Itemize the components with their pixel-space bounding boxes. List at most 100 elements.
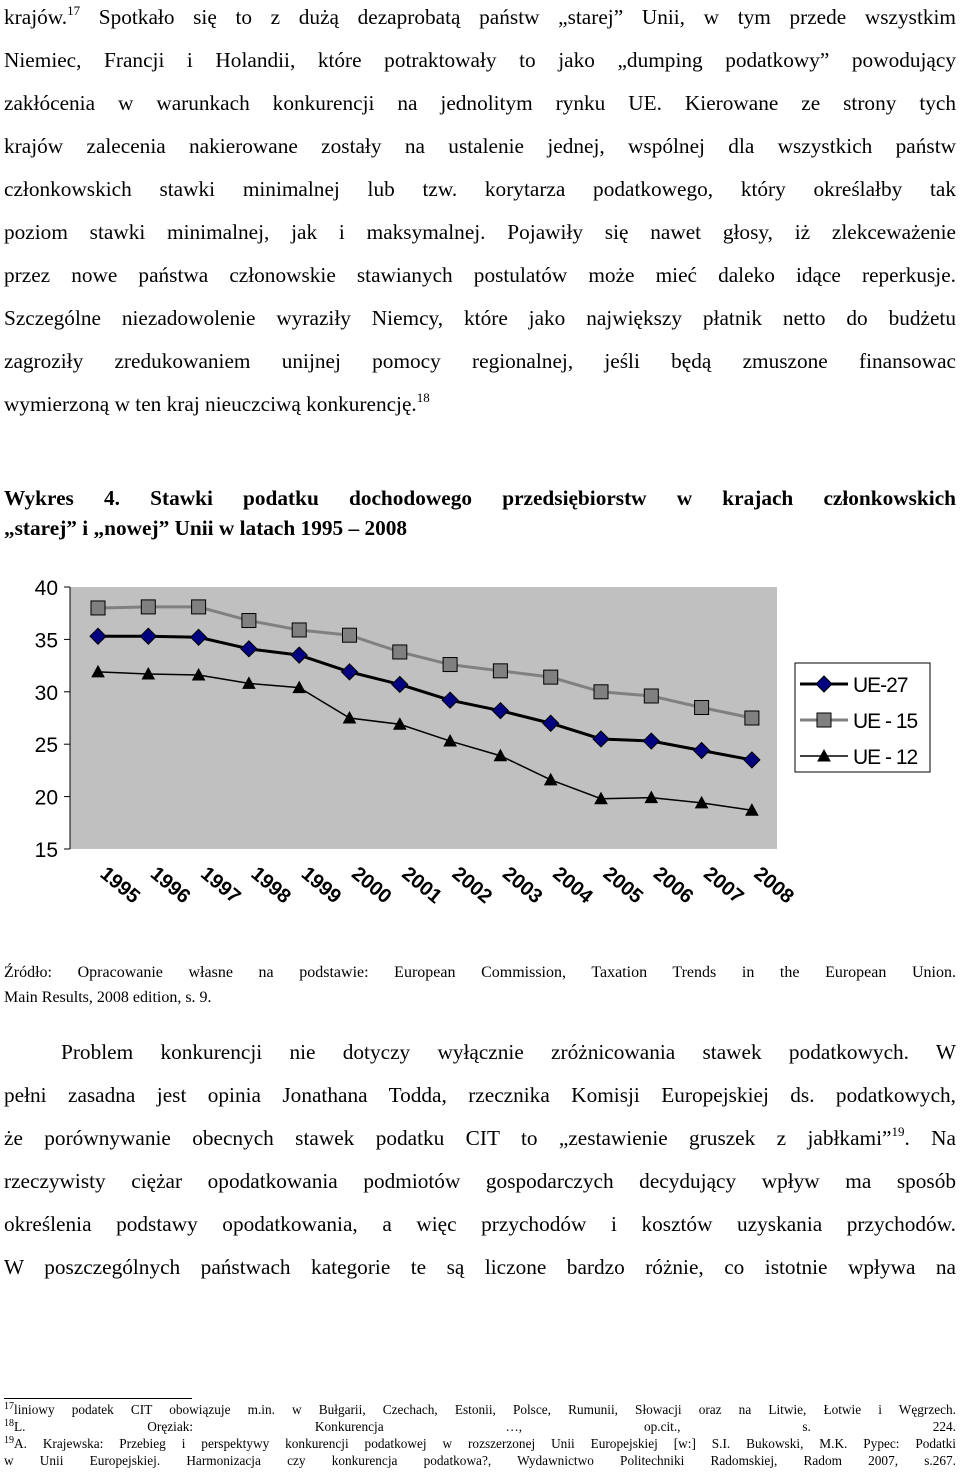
figure-caption: Wykres 4. Stawki podatku dochodowego prz… [4, 483, 956, 543]
paragraph-line: W poszczególnych państwach kategorie te … [4, 1255, 956, 1279]
series-ue-15 [90, 599, 760, 726]
source-line: Main Results, 2008 edition, s. 9. [4, 989, 212, 1006]
paragraph-line: Szczególne niezadowolenie wyraziły Niemc… [4, 306, 956, 330]
paragraph-line: pełni zasadna jest opinia Jonathana Todd… [4, 1083, 956, 1107]
data-point [443, 734, 457, 747]
paragraph-line: Problem konkurencji nie dotyczy wyłączni… [61, 1040, 956, 1064]
data-point [644, 790, 659, 804]
paragraph-line: poziom stawki minimalnej, jak i maksymal… [4, 220, 956, 244]
y-tick-label: 15 [35, 839, 58, 862]
legend: UE-27 UE - 15 UE - 12 [794, 662, 931, 773]
series-line [98, 634, 753, 762]
x-tick-label: 2002 [448, 863, 496, 908]
caption-line: „starej” i „nowej” Unii w latach 1995 – … [4, 516, 408, 540]
legend-label: UE - 12 [853, 746, 918, 769]
legend-label: UE - 15 [853, 710, 918, 733]
legend-marker [816, 712, 832, 728]
paragraph-1: krajów.17 Spotkało się to z dużą dezapro… [4, 0, 956, 426]
paragraph-line: członkowskich stawki minimalnej lub tzw.… [4, 177, 956, 201]
data-point [643, 688, 659, 704]
data-point [442, 657, 458, 673]
x-tick-label: 2008 [750, 863, 798, 908]
footnote-ref-18[interactable]: 18 [416, 390, 430, 405]
plot-area [70, 587, 777, 849]
x-tick-label: 2004 [548, 863, 597, 909]
paragraph-line: zakłócenia w warunkach konkurencji na je… [4, 91, 956, 115]
data-point [292, 680, 307, 694]
data-point [743, 751, 761, 769]
data-point [139, 627, 158, 645]
data-point [541, 714, 560, 732]
data-point [89, 627, 107, 645]
paragraph-line: krajów zalecenia nakierowane zostały na … [4, 134, 956, 158]
data-point [392, 717, 407, 730]
data-point [391, 675, 409, 694]
paragraph-line: Niemiec, Francji i Holandii, które potra… [4, 48, 956, 72]
data-point [342, 627, 357, 643]
x-tick-label: 1995 [96, 863, 144, 908]
footnote-separator [4, 1398, 192, 1399]
data-point [342, 710, 357, 724]
paragraph-line: że porównywanie obecnych stawek podatku … [4, 1124, 956, 1150]
data-point [492, 663, 508, 679]
y-tick-label: 35 [35, 629, 58, 652]
data-point [291, 622, 307, 638]
series-line [97, 671, 753, 811]
data-point [241, 613, 257, 629]
footnote-18: 18L. Oręziak: Konkurencja …, op.cit., s.… [4, 1417, 956, 1434]
paragraph-line: wymierzoną w ten kraj nieuczciwą konkure… [4, 390, 430, 416]
data-point [491, 701, 510, 720]
data-point [692, 741, 711, 760]
data-point [543, 669, 559, 685]
data-point [290, 646, 308, 664]
footnote-19: 19A. Krajewska: Przebieg i perspektywy k… [4, 1434, 956, 1451]
data-point [493, 748, 508, 762]
y-tick-label: 40 [35, 577, 58, 600]
footnote-19-cont: w Unii Europejskiej. Harmonizacja czy ko… [4, 1453, 956, 1468]
data-point [594, 791, 608, 805]
data-point [745, 803, 759, 816]
x-tick-label: 2006 [649, 863, 697, 908]
data-point [141, 666, 156, 680]
data-point [90, 600, 106, 616]
x-tick-label: 2007 [699, 863, 747, 908]
footnotes: 17liniowy podatek CIT obowiązuje m.in. w… [4, 1401, 956, 1469]
data-point [744, 710, 760, 726]
legend-marker [815, 675, 833, 693]
data-point [242, 676, 256, 689]
x-tick-label: 1998 [247, 863, 295, 908]
legend-marker [817, 748, 831, 762]
series-line [97, 605, 753, 720]
legend-label: UE-27 [853, 674, 908, 697]
paragraph-line: krajów.17 Spotkało się to z dużą dezapro… [4, 3, 956, 29]
data-point [91, 664, 105, 678]
figure-source: Źródło: Opracowanie własne na podstawie:… [4, 960, 956, 1010]
x-tick-label: 1999 [297, 863, 345, 908]
x-tick-label: 2001 [398, 863, 446, 908]
data-point [694, 700, 710, 716]
y-tick-label: 30 [35, 682, 58, 705]
data-point [592, 730, 610, 748]
data-point [694, 795, 709, 809]
paragraph-line: określenia podstawy opodatkowania, a wię… [4, 1212, 956, 1236]
source-line: Źródło: Opracowanie własne na podstawie:… [4, 964, 956, 981]
data-point [240, 640, 258, 658]
data-point [191, 667, 206, 681]
y-tick-label: 25 [35, 734, 58, 757]
paragraph-line: zagroziły zredukowaniem unijnej pomocy r… [4, 349, 956, 373]
caption-line: Wykres 4. Stawki podatku dochodowego prz… [4, 486, 956, 510]
series-ue-27 [89, 627, 761, 769]
x-tick-label: 1996 [146, 863, 194, 908]
data-point [392, 644, 408, 660]
x-tick-label: 2005 [599, 863, 647, 908]
data-point [189, 628, 208, 647]
paragraph-line: przez nowe państwa członowskie stawianyc… [4, 263, 956, 287]
footnote-17: 17liniowy podatek CIT obowiązuje m.in. w… [4, 1400, 956, 1417]
data-point [593, 684, 609, 700]
x-tick-label: 1997 [196, 863, 244, 908]
footnote-ref-19[interactable]: 19 [891, 1124, 905, 1139]
y-tick-label: 20 [35, 787, 58, 810]
footnote-ref-17[interactable]: 17 [67, 3, 81, 18]
data-point [441, 691, 459, 709]
